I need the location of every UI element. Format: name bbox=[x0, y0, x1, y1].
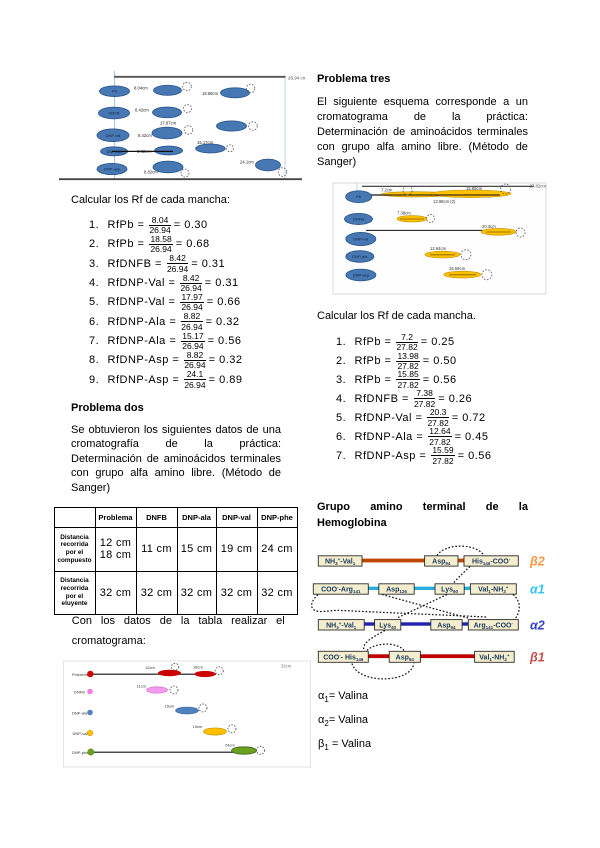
svg-text:18cm: 18cm bbox=[193, 665, 203, 670]
svg-text:Val1-NH2+: Val1-NH2+ bbox=[479, 653, 510, 662]
svg-text:DNP-val: DNP-val bbox=[353, 237, 368, 242]
svg-text:DNP-val: DNP-val bbox=[73, 731, 88, 736]
svg-text:19cm: 19cm bbox=[193, 724, 203, 729]
svg-text:8.42cm: 8.42cm bbox=[138, 133, 152, 138]
svg-text:Asp94: Asp94 bbox=[432, 559, 451, 567]
svg-text:DNP-phe: DNP-phe bbox=[72, 750, 89, 755]
svg-text:27.82cm: 27.82cm bbox=[530, 184, 547, 189]
svg-text:8.82cm: 8.82cm bbox=[137, 149, 151, 154]
svg-text:DNFB: DNFB bbox=[109, 111, 120, 116]
svg-text:24.1cm: 24.1cm bbox=[240, 160, 254, 165]
svg-text:11cm: 11cm bbox=[137, 684, 147, 689]
svg-text:Pb: Pb bbox=[112, 89, 118, 94]
svg-text:8.04cm: 8.04cm bbox=[134, 86, 148, 91]
svg-text:Asp94: Asp94 bbox=[396, 654, 415, 662]
svg-text:Pb: Pb bbox=[356, 194, 362, 199]
svg-text:Asp126: Asp126 bbox=[386, 587, 407, 595]
svg-text:17.97cm: 17.97cm bbox=[160, 121, 177, 126]
svg-text:12.64cm: 12.64cm bbox=[430, 246, 447, 251]
svg-text:24cm: 24cm bbox=[225, 743, 235, 748]
svg-text:NH3+-Val1: NH3+-Val1 bbox=[325, 557, 356, 566]
svg-text:8.82cm: 8.82cm bbox=[144, 170, 158, 175]
svg-text:COO--Arg141: COO--Arg141 bbox=[321, 585, 361, 594]
svg-text:β2: β2 bbox=[529, 555, 545, 569]
svg-text:20.3cm: 20.3cm bbox=[482, 224, 496, 229]
svg-text:32cm: 32cm bbox=[281, 664, 292, 669]
svg-text:NH3+-Val1: NH3+-Val1 bbox=[326, 621, 357, 630]
svg-text:13.98cm (2): 13.98cm (2) bbox=[433, 199, 456, 204]
svg-text:DNP-val: DNP-val bbox=[106, 133, 121, 138]
svg-text:His146-COO-: His146-COO- bbox=[472, 557, 511, 566]
svg-text:Val1-NH3+: Val1-NH3+ bbox=[478, 585, 509, 594]
svg-text:26.94 cm: 26.94 cm bbox=[288, 76, 305, 81]
svg-text:DNP-ala: DNP-ala bbox=[106, 149, 122, 154]
svg-text:7.38cm: 7.38cm bbox=[397, 211, 411, 216]
svg-text:COO-- His146: COO-- His146 bbox=[323, 653, 364, 662]
svg-text:Arg141-COO-: Arg141-COO- bbox=[474, 621, 514, 630]
svg-text:DNP-ala: DNP-ala bbox=[72, 711, 88, 716]
svg-text:18.58cm: 18.58cm bbox=[202, 91, 219, 96]
svg-text:DNFB: DNFB bbox=[353, 217, 364, 222]
svg-text:Lys60: Lys60 bbox=[441, 587, 458, 595]
svg-text:DNFB: DNFB bbox=[74, 690, 85, 695]
svg-text:8.42cm: 8.42cm bbox=[135, 108, 149, 113]
svg-text:7.2cm: 7.2cm bbox=[381, 188, 393, 193]
svg-text:α1: α1 bbox=[530, 583, 545, 597]
svg-text:15cm: 15cm bbox=[165, 704, 175, 709]
svg-text:DNP-asp: DNP-asp bbox=[104, 167, 121, 172]
svg-text:Problema: Problema bbox=[72, 672, 90, 677]
svg-text:α2: α2 bbox=[530, 619, 545, 633]
svg-text:β1: β1 bbox=[529, 651, 545, 665]
svg-text:12cm: 12cm bbox=[145, 665, 155, 670]
svg-text:DNP-ala: DNP-ala bbox=[352, 254, 368, 259]
svg-text:Asp94: Asp94 bbox=[437, 622, 456, 630]
svg-text:15.17cm: 15.17cm bbox=[197, 140, 214, 145]
svg-text:15.85cm: 15.85cm bbox=[466, 186, 483, 191]
svg-text:Lys40: Lys40 bbox=[379, 622, 396, 630]
svg-text:DNP-asp: DNP-asp bbox=[353, 273, 370, 278]
svg-text:15.59cm: 15.59cm bbox=[449, 266, 466, 271]
